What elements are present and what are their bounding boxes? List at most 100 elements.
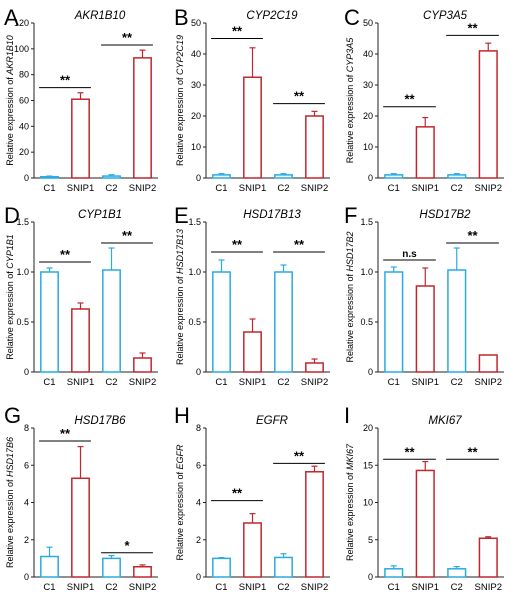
significance-label: ** (294, 89, 305, 104)
y-tick-label: 120 (14, 18, 29, 28)
y-axis-label-gene: HSD17B6 (5, 437, 15, 477)
chart-title: CYP1B1 (78, 209, 122, 221)
x-tick-label: SNIP1 (67, 582, 94, 593)
y-tick-label: 30 (191, 80, 201, 90)
significance-label: ** (467, 228, 478, 243)
chart-title: HSD17B6 (74, 415, 126, 427)
x-tick-label: C2 (277, 377, 289, 388)
bar (478, 354, 498, 373)
chart-title: CYP3A5 (423, 10, 468, 22)
y-tick-label: 1.0 (16, 267, 29, 277)
y-tick-label: 2 (24, 535, 29, 545)
panel-letter: G (4, 403, 21, 428)
y-tick-label: 8 (24, 423, 29, 433)
y-tick-label: 10 (191, 142, 201, 152)
chart-title: HSD17B2 (419, 209, 471, 221)
y-tick-label: 0 (368, 572, 373, 582)
x-tick-label: SNIP2 (129, 582, 156, 593)
y-tick-label: 0 (24, 572, 29, 582)
y-tick-label: 20 (19, 147, 29, 157)
y-tick-label: 1.5 (360, 217, 373, 227)
y-tick-label: 1.5 (16, 217, 29, 227)
bar (447, 568, 467, 578)
y-tick-label: 8 (196, 423, 201, 433)
y-tick-label: 1.5 (188, 217, 201, 227)
y-tick-label: 4 (196, 498, 201, 508)
y-tick-label: 15 (363, 460, 373, 470)
x-tick-label: SNIP1 (412, 582, 439, 593)
x-tick-label: SNIP2 (129, 183, 156, 194)
y-tick-label: 40 (19, 121, 29, 131)
panel-letter: D (4, 203, 20, 228)
significance-label: ** (232, 486, 243, 501)
bar (478, 50, 498, 179)
chart-title: HSD17B13 (243, 209, 301, 221)
bar (415, 469, 435, 578)
significance-label: ** (467, 444, 478, 459)
significance-label: n.s (402, 249, 417, 260)
x-tick-label: SNIP2 (301, 582, 328, 593)
bar (71, 98, 90, 179)
y-axis-label: Relative expression of CYP2C19 (175, 35, 185, 166)
significance-label: ** (294, 237, 305, 252)
y-tick-label: 1.0 (360, 267, 373, 277)
x-tick-label: SNIP2 (475, 377, 502, 388)
y-tick-label: 0.5 (16, 317, 29, 327)
bar (415, 285, 435, 373)
y-axis-label-prefix: Relative expression of (345, 470, 355, 561)
y-tick-label: 0 (368, 173, 373, 183)
x-tick-label: SNIP2 (475, 582, 502, 593)
y-tick-label: 10 (363, 142, 373, 152)
x-tick-label: SNIP1 (239, 377, 266, 388)
y-axis-label: Relative expression of HSD17B2 (345, 231, 355, 362)
panel-letter: A (4, 5, 19, 30)
y-tick-label: 60 (19, 96, 29, 106)
y-axis-label: Relative expression of EGFR (175, 444, 185, 561)
y-tick-label: 6 (24, 460, 29, 470)
x-tick-label: C1 (43, 377, 55, 388)
x-tick-label: C1 (388, 183, 400, 194)
bar (102, 269, 121, 373)
significance-label: * (124, 538, 130, 553)
significance-label: ** (232, 24, 243, 39)
y-axis-label-prefix: Relative expression of (175, 469, 185, 560)
bar (447, 269, 467, 373)
bar (274, 271, 293, 373)
bar (305, 115, 324, 179)
chart-title: EGFR (256, 415, 288, 427)
bar (478, 537, 498, 578)
y-tick-label: 40 (191, 49, 201, 59)
y-tick-label: 80 (19, 70, 29, 80)
y-tick-label: 20 (363, 423, 373, 433)
bar (384, 568, 404, 578)
bar (305, 362, 324, 373)
bar (212, 271, 231, 373)
y-tick-label: 5 (368, 535, 373, 545)
y-axis-label-prefix: Relative expression of (345, 271, 355, 362)
bar (40, 175, 59, 179)
y-axis-label-prefix: Relative expression of (5, 269, 15, 360)
y-tick-label: 50 (363, 18, 373, 28)
y-axis-label: Relative expression of AKR1B10 (5, 35, 15, 166)
panel-letter: I (344, 403, 350, 428)
bar (384, 271, 404, 373)
y-tick-label: 0 (24, 173, 29, 183)
y-tick-label: 40 (363, 49, 373, 59)
y-axis-label-gene: HSD17B13 (175, 229, 185, 274)
x-tick-label: SNIP2 (301, 377, 328, 388)
y-axis-label: Relative expression of MKI67 (345, 443, 355, 561)
x-tick-label: SNIP1 (67, 183, 94, 194)
y-axis-label-prefix: Relative expression of (5, 477, 15, 568)
bar (40, 271, 59, 373)
y-tick-label: 0 (196, 367, 201, 377)
y-tick-label: 0 (196, 173, 201, 183)
y-axis-label-gene: MKI67 (345, 443, 355, 470)
y-axis-label-gene: CYP3A5 (345, 37, 355, 73)
y-axis-label-gene: CYP1B1 (5, 234, 15, 269)
x-tick-label: C2 (277, 183, 289, 194)
x-tick-label: C1 (215, 582, 227, 593)
x-tick-label: SNIP1 (412, 377, 439, 388)
